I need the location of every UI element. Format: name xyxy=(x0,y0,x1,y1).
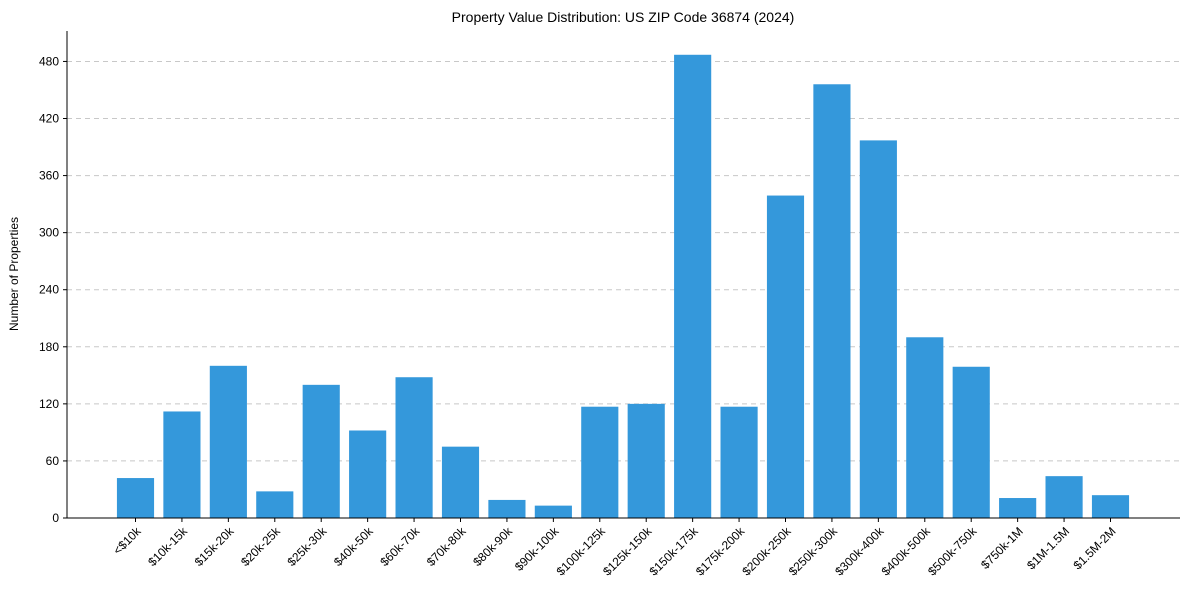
y-tick-label: 0 xyxy=(52,511,59,525)
axes xyxy=(66,31,1180,519)
bar xyxy=(163,411,201,518)
bar xyxy=(720,406,758,518)
x-tick-label: $750k-1M xyxy=(978,524,1026,572)
x-tick-label: $70k-80k xyxy=(424,524,470,570)
bar xyxy=(441,446,480,518)
y-tick-label: 60 xyxy=(46,454,60,468)
bar xyxy=(349,430,387,518)
bar xyxy=(256,491,294,518)
y-ticks: 0 60 120 180 240 300 360 420 480 xyxy=(39,54,67,525)
x-tick-label: $15k-20k xyxy=(192,524,238,570)
x-ticks: <$10k $10k-15k $15k-20k $20k-25k $25k-30k $40… xyxy=(110,518,1119,579)
y-tick-label: 420 xyxy=(39,112,59,126)
x-tick-label: $1M-1.5M xyxy=(1024,524,1072,572)
bar xyxy=(302,384,340,518)
y-tick-label: 300 xyxy=(39,226,59,240)
y-tick-label: 240 xyxy=(39,283,59,297)
bar xyxy=(488,499,526,518)
y-tick-label: 360 xyxy=(39,169,59,183)
bar xyxy=(395,377,433,518)
x-tick-label: $1.5M-2M xyxy=(1071,524,1119,572)
x-tick-label: $500k-750k xyxy=(925,524,980,579)
x-tick-label: $25k-30k xyxy=(285,524,331,570)
x-tick-label: <$10k xyxy=(110,524,144,558)
bar xyxy=(116,478,155,518)
x-tick-label: $10k-15k xyxy=(145,524,191,570)
bar xyxy=(859,140,897,518)
bar xyxy=(1045,476,1083,518)
x-tick-label: $60k-70k xyxy=(377,524,423,570)
y-tick-label: 180 xyxy=(39,340,59,354)
bar xyxy=(627,403,665,518)
bar xyxy=(999,498,1037,518)
x-tick-label: $80k-90k xyxy=(470,524,516,570)
y-tick-label: 120 xyxy=(39,397,59,411)
bar xyxy=(952,366,990,518)
bar xyxy=(581,406,619,518)
x-tick-label: $20k-25k xyxy=(238,524,284,570)
bar xyxy=(766,195,805,518)
bar xyxy=(674,54,712,518)
y-tick-label: 480 xyxy=(39,54,59,68)
gridlines xyxy=(67,60,1180,462)
bar xyxy=(209,365,247,518)
bar xyxy=(813,84,851,518)
bar xyxy=(1091,495,1130,518)
y-axis-label: Number of Properties xyxy=(7,217,21,331)
chart-title: Property Value Distribution: US ZIP Code… xyxy=(452,9,795,25)
x-tick-label: $40k-50k xyxy=(331,524,377,570)
bar xyxy=(906,337,944,518)
bar xyxy=(534,505,572,518)
bars xyxy=(116,54,1130,518)
